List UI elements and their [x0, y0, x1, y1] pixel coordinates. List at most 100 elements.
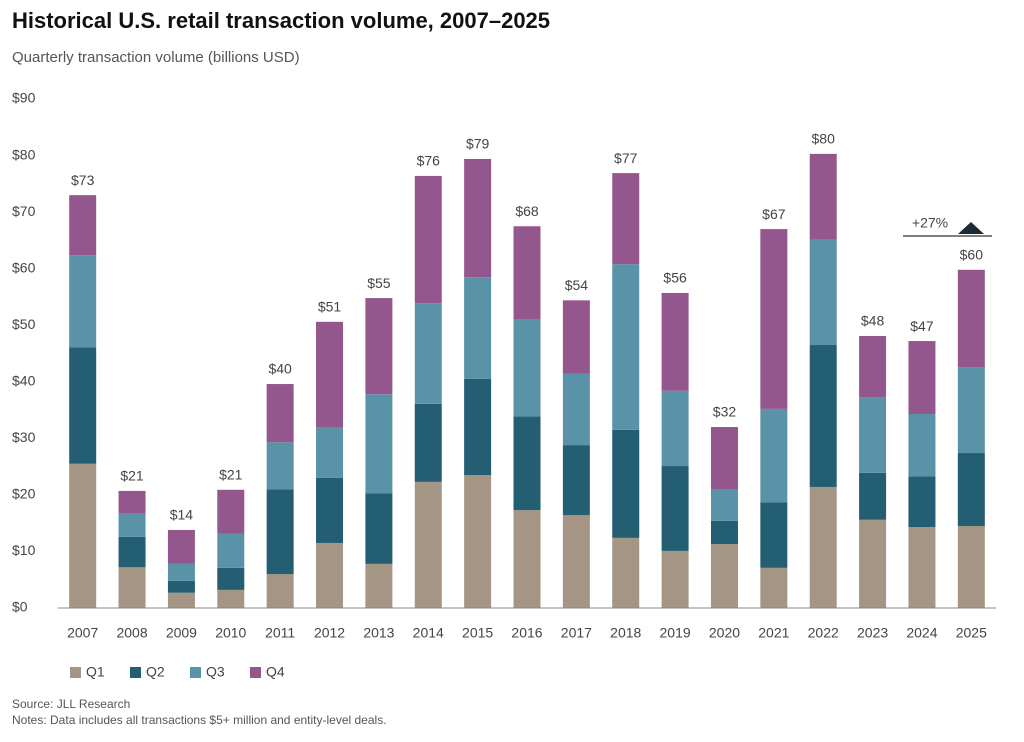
- bar-segment: [760, 502, 788, 568]
- bar-segment: [316, 542, 344, 608]
- total-label: $14: [170, 507, 194, 523]
- bar-segment: [562, 300, 590, 374]
- chart-subtitle: Quarterly transaction volume (billions U…: [12, 49, 300, 66]
- y-tick-label: $20: [12, 486, 36, 502]
- bar-segment: [760, 229, 788, 409]
- bar-segment: [365, 563, 393, 608]
- x-tick-label: 2019: [660, 625, 691, 641]
- bar-segment: [612, 173, 640, 265]
- bar-segment: [710, 427, 738, 490]
- bar-segment: [365, 394, 393, 494]
- total-label: $47: [910, 318, 934, 334]
- x-tick-label: 2023: [857, 625, 888, 641]
- bar-segment: [414, 303, 442, 404]
- y-tick-label: $60: [12, 259, 36, 275]
- total-label: $67: [762, 206, 786, 222]
- legend-swatch: [250, 667, 261, 678]
- y-tick-label: $80: [12, 146, 36, 162]
- bar-segment: [562, 373, 590, 446]
- y-tick-label: $30: [12, 429, 36, 445]
- legend-label: Q2: [146, 664, 165, 680]
- bar-segment: [809, 345, 837, 487]
- bar-segment: [809, 153, 837, 240]
- legend-label: Q4: [266, 664, 285, 680]
- annotation: +27%: [912, 215, 948, 231]
- bar-segment: [710, 489, 738, 521]
- x-tick-label: 2008: [116, 625, 147, 641]
- bar-segment: [118, 536, 146, 568]
- x-tick-label: 2022: [808, 625, 839, 641]
- bar-segment: [859, 519, 887, 608]
- total-label: $68: [515, 203, 539, 219]
- bar-segment: [365, 298, 393, 395]
- total-label: $77: [614, 150, 638, 166]
- bar-segment: [464, 158, 492, 278]
- bar-segment: [661, 466, 689, 551]
- bar-segment: [809, 486, 837, 608]
- total-label: $40: [268, 361, 292, 377]
- bar-segment: [908, 341, 936, 415]
- bar-segment: [316, 427, 344, 478]
- bar-segment: [612, 429, 640, 538]
- total-label: $55: [367, 275, 391, 291]
- bar-segment: [562, 515, 590, 608]
- bar-segment: [217, 589, 245, 608]
- bar-segment: [69, 347, 97, 464]
- bar-segment: [118, 567, 146, 608]
- bar-segment: [513, 510, 541, 608]
- y-tick-label: $10: [12, 542, 36, 558]
- x-tick-label: 2011: [265, 625, 295, 641]
- legend-swatch: [70, 667, 81, 678]
- bar-segment: [69, 463, 97, 608]
- bar-segment: [414, 175, 442, 304]
- bar-segment: [957, 525, 985, 608]
- x-tick-label: 2021: [758, 625, 789, 641]
- bar-segment: [167, 592, 195, 608]
- bar-segment: [612, 537, 640, 608]
- bar-segment: [167, 580, 195, 593]
- bar-segment: [661, 292, 689, 391]
- total-label: $21: [219, 467, 243, 483]
- total-label: $60: [960, 247, 984, 263]
- total-label: $80: [812, 131, 836, 147]
- x-tick-label: 2007: [67, 625, 98, 641]
- bar-segment: [809, 239, 837, 346]
- legend-label: Q3: [206, 664, 225, 680]
- total-label: $21: [120, 468, 144, 484]
- bar-segment: [217, 567, 245, 590]
- x-tick-label: 2018: [610, 625, 641, 641]
- bar-segment: [957, 269, 985, 368]
- bar-segment: [316, 477, 344, 543]
- bar-segment: [118, 490, 146, 513]
- bar-segment: [266, 384, 294, 443]
- total-label: $54: [565, 277, 589, 293]
- bar-segment: [661, 550, 689, 608]
- bar-segment: [464, 475, 492, 608]
- source: Source: JLL Research: [12, 697, 130, 711]
- legend-label: Q1: [86, 664, 105, 680]
- total-label: $51: [318, 299, 342, 315]
- bar-segment: [859, 335, 887, 398]
- bar-segment: [710, 544, 738, 608]
- notes: Notes: Data includes all transactions $5…: [12, 713, 387, 727]
- x-tick-label: 2012: [314, 625, 345, 641]
- bar-segment: [464, 277, 492, 379]
- bar-segment: [69, 195, 97, 256]
- x-tick-label: 2020: [709, 625, 740, 641]
- bar-segment: [167, 563, 195, 581]
- bar-segment: [118, 512, 146, 537]
- bar-segment: [365, 493, 393, 564]
- x-tick-label: 2016: [511, 625, 542, 641]
- bar-segment: [908, 476, 936, 528]
- bar-segment: [908, 414, 936, 477]
- y-tick-label: $40: [12, 372, 36, 388]
- total-label: $56: [663, 270, 687, 286]
- bar-segment: [414, 403, 442, 482]
- bar-segment: [266, 574, 294, 608]
- bar-segment: [859, 472, 887, 520]
- bar-segment: [957, 367, 985, 454]
- annotation-arrow: [958, 222, 984, 234]
- bar-segment: [513, 226, 541, 320]
- chart-title: Historical U.S. retail transaction volum…: [12, 8, 550, 33]
- legend-swatch: [130, 667, 141, 678]
